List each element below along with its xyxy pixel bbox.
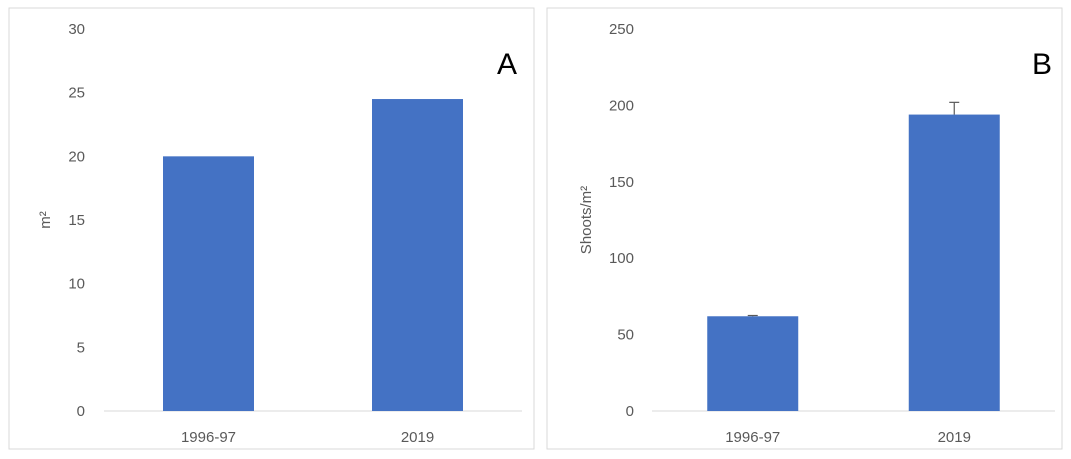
bar xyxy=(372,99,463,412)
y-tick-label: 150 xyxy=(609,174,634,191)
y-tick-label: 20 xyxy=(68,148,85,165)
bar xyxy=(707,316,799,411)
y-tick-label: 10 xyxy=(68,276,85,293)
y-tick-label: 5 xyxy=(77,339,85,356)
y-tick-label: 25 xyxy=(68,85,85,102)
x-tick-label: 2019 xyxy=(401,429,434,446)
y-tick-label: 200 xyxy=(609,97,634,114)
x-tick-label: 1996-97 xyxy=(725,429,780,446)
y-tick-label: 15 xyxy=(68,212,85,229)
chart-panel-a: 0 5 10 15 20 25 30 1996-97 2019 m² A xyxy=(8,7,535,450)
y-tick-label: 0 xyxy=(626,403,634,420)
y-tick-label: 0 xyxy=(77,403,85,420)
bar xyxy=(908,114,1000,412)
panel-label: B xyxy=(1032,48,1052,81)
y-tick-label: 50 xyxy=(617,327,634,344)
x-tick-label: 2019 xyxy=(938,429,971,446)
y-axis-label: m² xyxy=(37,211,54,229)
panel-label: A xyxy=(497,48,517,81)
y-tick-label: 250 xyxy=(609,21,634,38)
chart-panel-b: 0 50 100 150 200 250 1996-97 2019 Shoots/m² B xyxy=(546,7,1063,450)
y-axis-label: Shoots/m² xyxy=(578,186,595,254)
bar xyxy=(163,156,254,411)
y-tick-label: 100 xyxy=(609,250,634,267)
y-tick-label: 30 xyxy=(68,21,85,38)
x-tick-label: 1996-97 xyxy=(181,429,236,446)
